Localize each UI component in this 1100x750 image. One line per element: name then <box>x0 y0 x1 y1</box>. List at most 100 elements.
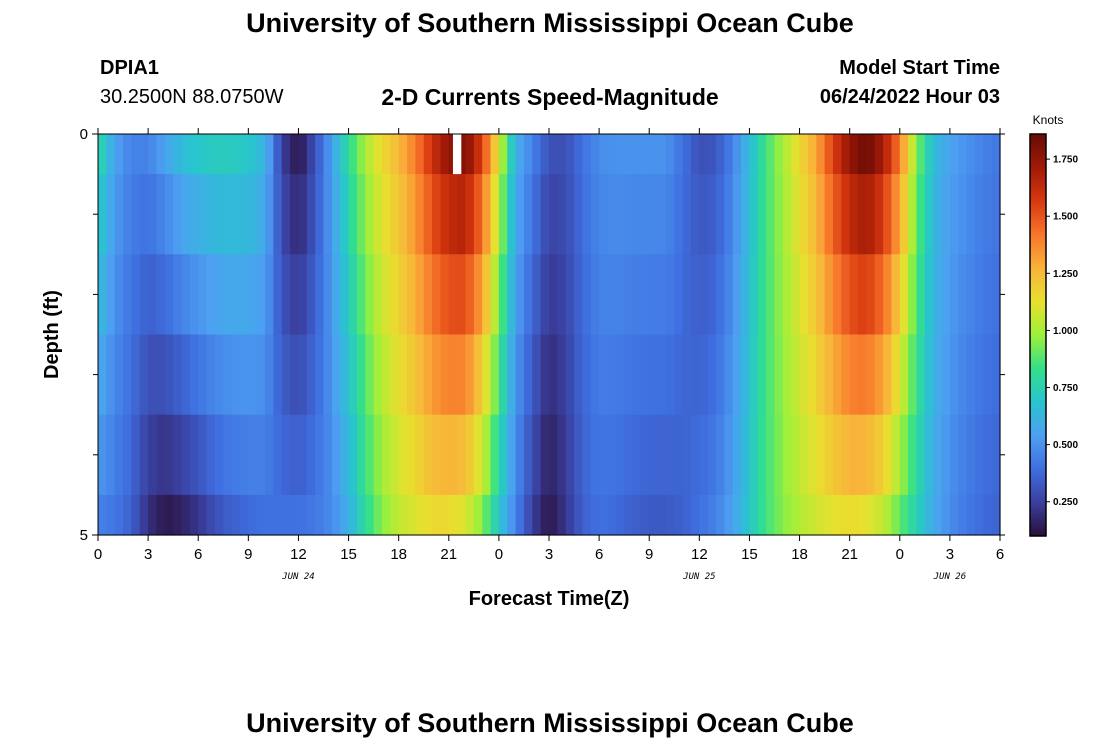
heatmap-cell <box>198 414 208 496</box>
heatmap-cell <box>365 494 375 536</box>
heatmap-cell <box>515 494 525 536</box>
heatmap-cell <box>432 494 442 536</box>
x-tick-label: 21 <box>841 546 858 563</box>
heatmap-cell <box>98 134 107 175</box>
heatmap-cell <box>549 174 558 255</box>
heatmap-cell <box>607 414 617 496</box>
heatmap-cell <box>340 414 350 496</box>
heatmap-cell <box>782 494 792 536</box>
heatmap-cell <box>757 134 767 175</box>
heatmap-cell <box>164 134 174 175</box>
heatmap-cell <box>290 334 300 416</box>
heatmap-cell <box>523 334 533 416</box>
heatmap-cell <box>106 174 116 255</box>
heatmap-cell <box>699 254 709 336</box>
heatmap-cell <box>290 254 300 336</box>
heatmap-cell <box>674 134 684 175</box>
heatmap-cell <box>707 334 717 416</box>
heatmap-cell <box>640 134 650 175</box>
heatmap-cell <box>365 334 375 416</box>
heatmap-cell <box>123 414 133 496</box>
heatmap-cell <box>482 254 492 336</box>
heatmap-cell <box>223 254 233 336</box>
heatmap-cell <box>966 334 976 416</box>
heatmap-cell <box>565 334 575 416</box>
heatmap-cell <box>582 414 592 496</box>
heatmap-cell <box>649 254 659 336</box>
heatmap-cell <box>173 254 183 336</box>
heatmap-cell <box>131 174 141 255</box>
x-tick-label: 9 <box>244 546 252 563</box>
heatmap-cell <box>331 134 341 175</box>
heatmap-cell <box>849 334 859 416</box>
heatmap-cell <box>799 174 809 255</box>
heatmap-cell <box>231 254 241 336</box>
heatmap-cell <box>131 414 141 496</box>
heatmap-cell <box>181 334 191 416</box>
heatmap-cell <box>490 254 500 336</box>
heatmap-cell <box>223 414 233 496</box>
heatmap-cell <box>239 414 249 496</box>
heatmap-cell <box>724 134 734 175</box>
heatmap-cell <box>749 174 759 255</box>
heatmap-cell <box>615 414 625 496</box>
heatmap-cell <box>390 254 400 336</box>
heatmap-cell <box>498 414 508 496</box>
heatmap-cell <box>741 334 751 416</box>
heatmap-cell <box>949 134 959 175</box>
heatmap-cell <box>707 134 717 175</box>
heatmap-cell <box>791 174 801 255</box>
heatmap-cell <box>849 134 859 175</box>
heatmap-cell <box>482 134 492 175</box>
heatmap-cell <box>432 174 442 255</box>
heatmap-cell <box>139 254 149 336</box>
heatmap-cell <box>189 254 199 336</box>
x-tick-label: 6 <box>996 546 1004 563</box>
heatmap-cell <box>933 254 943 336</box>
heatmap-cell <box>582 254 592 336</box>
heatmap-cell <box>239 134 249 175</box>
heatmap-cell <box>933 334 943 416</box>
heatmap-cell <box>423 494 433 536</box>
heatmap-cell <box>340 174 350 255</box>
heatmap-cell <box>148 134 158 175</box>
heatmap-cell <box>156 254 166 336</box>
heatmap-cell <box>741 254 751 336</box>
heatmap-cell <box>340 254 350 336</box>
heatmap-cell <box>924 334 934 416</box>
heatmap-cell <box>574 254 584 336</box>
heatmap-cell <box>198 334 208 416</box>
heatmap-cell <box>123 254 133 336</box>
heatmap-cell <box>649 134 659 175</box>
heatmap-cell <box>265 414 274 496</box>
heatmap-cell <box>440 414 450 496</box>
heatmap-cell <box>114 174 124 255</box>
heatmap-cell <box>365 134 375 175</box>
heatmap-cell <box>156 334 166 416</box>
heatmap-cell <box>824 334 834 416</box>
heatmap-cell <box>507 494 517 536</box>
heatmap-cell <box>565 174 575 255</box>
heatmap-cell <box>281 134 291 175</box>
footer-title: University of Southern Mississippi Ocean… <box>246 708 854 738</box>
heatmap-cell <box>156 134 166 175</box>
heatmap-cell <box>448 494 458 536</box>
heatmap-cell <box>390 334 400 416</box>
heatmap-cell <box>340 334 350 416</box>
heatmap-cell <box>974 414 984 496</box>
heatmap-cell <box>624 254 634 336</box>
heatmap-cell <box>565 254 575 336</box>
heatmap-cell <box>732 134 742 175</box>
heatmap-cell <box>624 174 634 255</box>
heatmap-cell <box>248 134 258 175</box>
heatmap-cell <box>540 334 550 416</box>
x-tick-label: 12 <box>691 546 708 563</box>
x-tick-label: 15 <box>741 546 758 563</box>
heatmap-cell <box>565 134 575 175</box>
heatmap-cell <box>774 334 784 416</box>
heatmap-cell <box>540 174 550 255</box>
heatmap-cell <box>540 414 550 496</box>
colorbar-tick-label: 0.250 <box>1053 497 1078 508</box>
heatmap-cell <box>465 174 475 255</box>
heatmap-cell <box>164 334 174 416</box>
